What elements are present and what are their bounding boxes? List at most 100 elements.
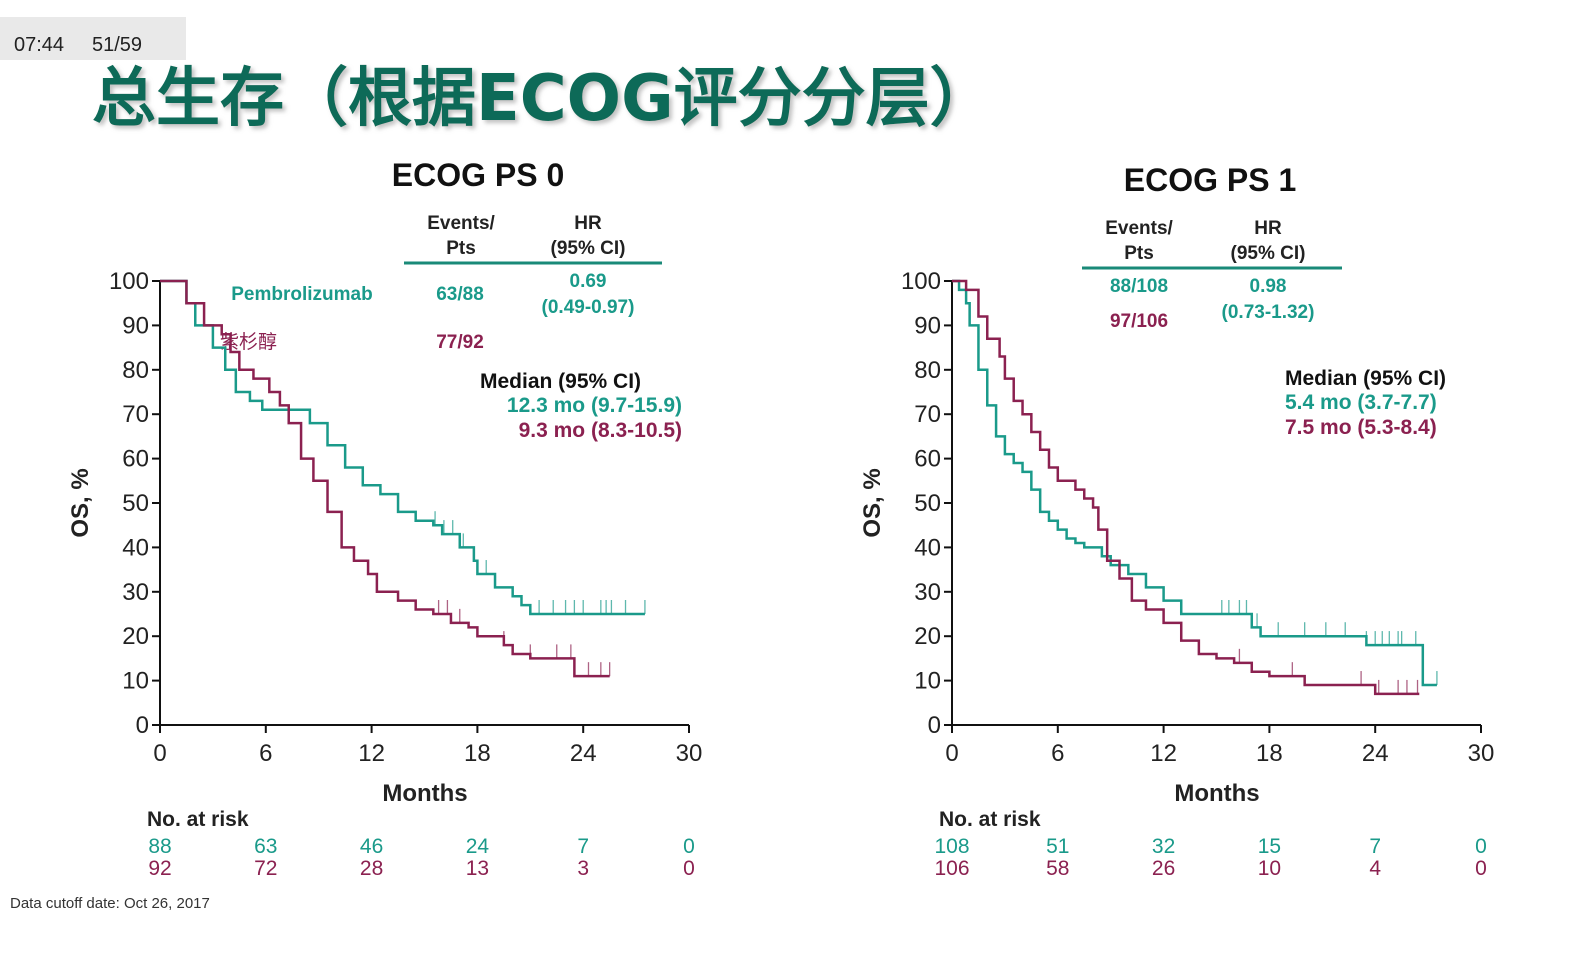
risk-count-pembrolizumab: 7 bbox=[577, 835, 589, 858]
risk-count-docetaxel: 72 bbox=[254, 857, 277, 880]
y-tick-label: 80 bbox=[122, 357, 149, 384]
x-tick-label: 0 bbox=[945, 740, 958, 767]
chart-title: ECOG PS 0 bbox=[392, 157, 565, 193]
legend-docetaxel: 紫杉醇 bbox=[220, 331, 277, 353]
risk-table-label: No. at risk bbox=[939, 808, 1041, 831]
events-docetaxel: 77/92 bbox=[436, 332, 484, 353]
y-tick-label: 0 bbox=[136, 712, 149, 739]
y-tick-label: 100 bbox=[109, 268, 149, 295]
y-tick-label: 90 bbox=[122, 312, 149, 339]
docetaxel-survival-curve bbox=[160, 279, 610, 678]
legend-pembrolizumab: Pembrolizumab bbox=[231, 284, 372, 305]
y-tick-label: 20 bbox=[122, 623, 149, 650]
chart-title: ECOG PS 1 bbox=[1124, 162, 1297, 198]
median-label: Median (95% CI) bbox=[1285, 367, 1446, 390]
x-tick-label: 30 bbox=[676, 740, 703, 767]
docetaxel-survival-curve bbox=[952, 279, 1420, 696]
risk-count-pembrolizumab: 51 bbox=[1046, 835, 1069, 858]
y-tick-label: 10 bbox=[122, 668, 149, 695]
events-pembrolizumab: 88/108 bbox=[1110, 276, 1168, 297]
risk-count-docetaxel: 58 bbox=[1046, 857, 1069, 880]
risk-count-pembrolizumab: 24 bbox=[466, 835, 490, 858]
risk-count-pembrolizumab: 46 bbox=[360, 835, 383, 858]
hr-value: 0.98 bbox=[1250, 276, 1287, 297]
x-tick-label: 24 bbox=[1362, 740, 1389, 767]
x-tick-label: 6 bbox=[1051, 740, 1064, 767]
risk-count-docetaxel: 10 bbox=[1258, 857, 1281, 880]
risk-count-pembrolizumab: 0 bbox=[1475, 835, 1487, 858]
y-axis-label: OS, % bbox=[67, 468, 94, 537]
x-tick-label: 30 bbox=[1468, 740, 1495, 767]
hr-value: 0.69 bbox=[570, 271, 607, 292]
status-time: 07:44 bbox=[14, 34, 64, 56]
x-tick-label: 0 bbox=[153, 740, 166, 767]
events-pembrolizumab: 63/88 bbox=[436, 284, 484, 305]
y-tick-label: 90 bbox=[914, 312, 941, 339]
table-header-pts: Pts bbox=[446, 238, 476, 259]
y-tick-label: 70 bbox=[914, 401, 941, 428]
x-tick-label: 12 bbox=[1150, 740, 1177, 767]
data-cutoff-footnote: Data cutoff date: Oct 26, 2017 bbox=[10, 895, 210, 912]
pembrolizumab-survival-curve bbox=[160, 279, 645, 616]
x-axis-label: Months bbox=[1174, 780, 1259, 807]
table-header-events: Events/ bbox=[427, 213, 495, 234]
slide-title: 总生存（根据ECOG评分分层） bbox=[92, 62, 994, 136]
x-tick-label: 12 bbox=[358, 740, 385, 767]
y-tick-label: 70 bbox=[122, 401, 149, 428]
y-tick-label: 20 bbox=[914, 623, 941, 650]
y-tick-label: 50 bbox=[122, 490, 149, 517]
y-tick-label: 40 bbox=[122, 534, 149, 561]
events-docetaxel: 97/106 bbox=[1110, 311, 1168, 332]
y-tick-label: 100 bbox=[901, 268, 941, 295]
y-tick-label: 60 bbox=[914, 446, 941, 473]
table-header-hr: HR bbox=[574, 213, 602, 234]
median-label: Median (95% CI) bbox=[480, 370, 641, 393]
risk-count-docetaxel: 13 bbox=[466, 857, 489, 880]
pembrolizumab-survival-curve bbox=[952, 279, 1437, 687]
y-tick-label: 80 bbox=[914, 357, 941, 384]
risk-count-docetaxel: 0 bbox=[683, 857, 695, 880]
risk-count-docetaxel: 3 bbox=[577, 857, 589, 880]
status-page-counter: 51/59 bbox=[92, 34, 142, 56]
risk-count-docetaxel: 106 bbox=[934, 857, 969, 880]
median-pembrolizumab: 12.3 mo (9.7-15.9) bbox=[507, 394, 682, 417]
x-axis-label: Months bbox=[382, 780, 467, 807]
risk-count-pembrolizumab: 32 bbox=[1152, 835, 1175, 858]
y-tick-label: 10 bbox=[914, 668, 941, 695]
risk-table-label: No. at risk bbox=[147, 808, 249, 831]
median-docetaxel: 9.3 mo (8.3-10.5) bbox=[519, 419, 682, 442]
y-axis-label: OS, % bbox=[859, 468, 886, 537]
risk-count-pembrolizumab: 7 bbox=[1369, 835, 1381, 858]
status-bar bbox=[0, 17, 186, 60]
risk-count-docetaxel: 28 bbox=[360, 857, 383, 880]
panel-ecog-1-annotations: ECOG PS 1 Events/ Pts HR (95% CI) 88/108… bbox=[1082, 162, 1446, 439]
risk-count-pembrolizumab: 63 bbox=[254, 835, 277, 858]
panel-ecog-0-annotations: ECOG PS 0 Events/ Pts HR (95% CI) Pembro… bbox=[220, 157, 682, 442]
risk-count-docetaxel: 0 bbox=[1475, 857, 1487, 880]
table-header-ci: (95% CI) bbox=[551, 238, 626, 259]
median-docetaxel: 7.5 mo (5.3-8.4) bbox=[1285, 416, 1437, 439]
risk-count-docetaxel: 26 bbox=[1152, 857, 1175, 880]
risk-count-pembrolizumab: 88 bbox=[148, 835, 171, 858]
table-header-events: Events/ bbox=[1105, 218, 1173, 239]
y-tick-label: 30 bbox=[914, 579, 941, 606]
x-tick-label: 6 bbox=[259, 740, 272, 767]
median-pembrolizumab: 5.4 mo (3.7-7.7) bbox=[1285, 391, 1437, 414]
y-tick-label: 0 bbox=[928, 712, 941, 739]
x-tick-label: 18 bbox=[1256, 740, 1283, 767]
y-tick-label: 60 bbox=[122, 446, 149, 473]
x-tick-label: 18 bbox=[464, 740, 491, 767]
hr-ci: (0.49-0.97) bbox=[542, 297, 635, 318]
y-tick-label: 30 bbox=[122, 579, 149, 606]
table-header-hr: HR bbox=[1254, 218, 1282, 239]
risk-count-docetaxel: 4 bbox=[1369, 857, 1381, 880]
table-header-ci: (95% CI) bbox=[1231, 243, 1306, 264]
risk-count-docetaxel: 92 bbox=[148, 857, 171, 880]
hr-ci: (0.73-1.32) bbox=[1222, 302, 1315, 323]
y-tick-label: 40 bbox=[914, 534, 941, 561]
risk-count-pembrolizumab: 108 bbox=[934, 835, 969, 858]
risk-count-pembrolizumab: 15 bbox=[1258, 835, 1281, 858]
